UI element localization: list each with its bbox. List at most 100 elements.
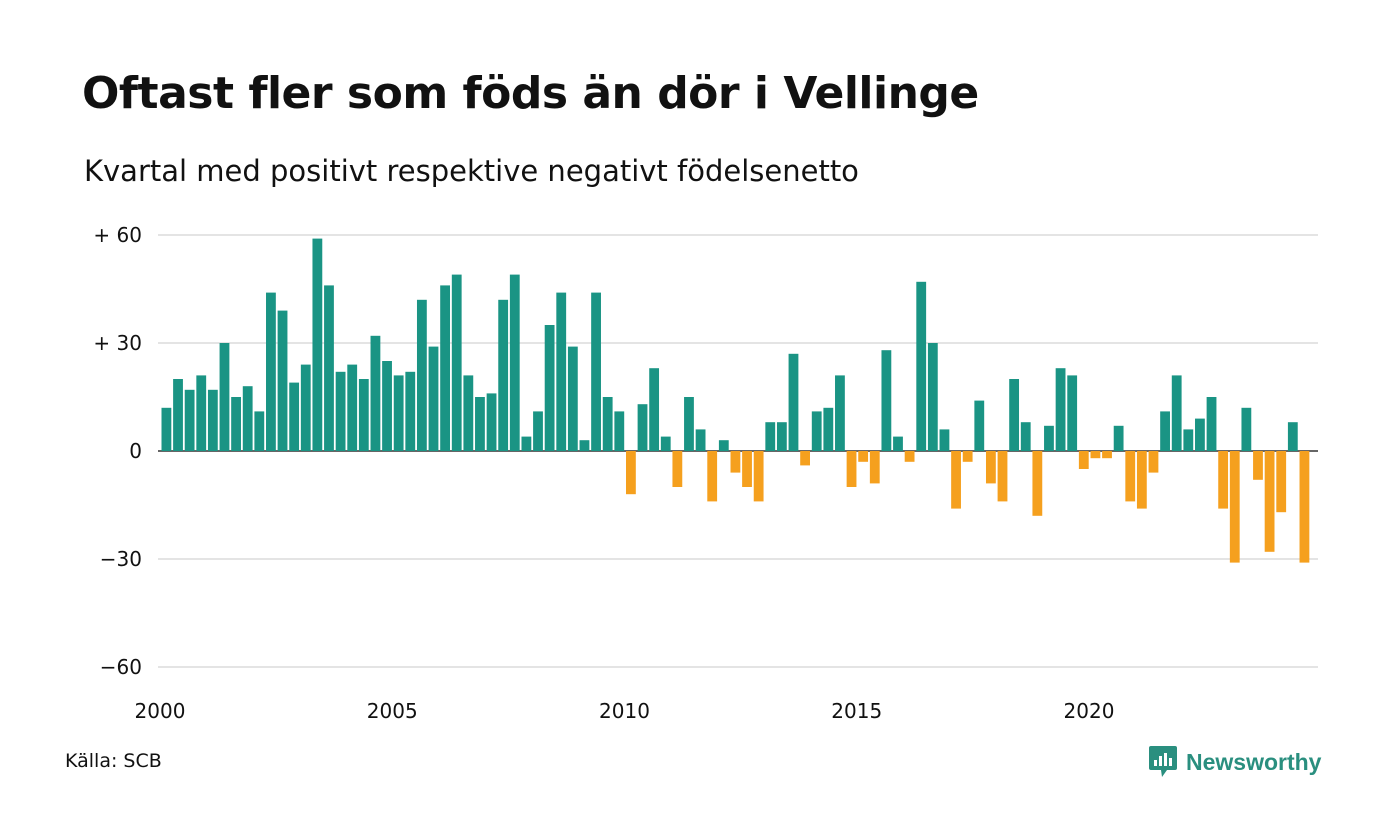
bar-positive [161,407,172,451]
bar-negative [1253,451,1263,480]
bar-positive [335,371,346,451]
bar-negative [1090,451,1101,459]
bar-positive [1160,411,1170,451]
bar-positive [405,371,416,451]
bar-negative [951,451,961,509]
y-tick-label: −60 [100,655,142,679]
bar-negative [962,451,973,462]
bar-positive [289,382,300,451]
bar-positive [533,411,543,451]
newsworthy-logo: Newsworthy [1148,745,1321,779]
x-tick-label: 2000 [135,699,186,723]
bar-negative [753,451,764,502]
bar-positive [1055,368,1066,451]
bar-positive [1287,422,1298,451]
bar-positive [567,346,578,451]
bar-negative [1102,451,1112,459]
bar-positive [347,364,358,451]
bar-positive [509,274,520,451]
bar-negative [1218,451,1229,509]
bar-positive [173,379,183,451]
bar-positive [463,375,474,451]
bar-positive [579,440,590,451]
bar-positive [1241,407,1252,451]
bar-positive [440,285,451,451]
bar-positive [544,325,555,451]
bar-positive [1009,379,1020,451]
bar-positive [300,364,311,451]
source-note: Källa: SCB [65,750,162,772]
bar-negative [1276,451,1287,513]
bar-negative [800,451,810,466]
bar-positive [835,375,845,451]
bar-positive [718,440,729,451]
bar-positive [312,238,323,451]
bar-negative [985,451,996,484]
bar-positive [266,292,276,451]
bar-positive [358,379,369,451]
bar-positive [393,375,404,451]
y-tick-label: −30 [100,547,142,571]
bar-negative [869,451,880,484]
bar-positive [591,292,601,451]
bar-negative [1229,451,1240,563]
bar-positive [695,429,706,451]
bar-positive [1113,425,1124,451]
bar-negative [1125,451,1136,502]
bar-negative [1264,451,1275,552]
bar-negative [858,451,869,462]
x-tick-label: 2020 [1064,699,1115,723]
bar-positive [184,389,195,451]
chart-subtitle: Kvartal med positivt respektive negativt… [84,154,859,188]
bar-positive [823,407,834,451]
bar-positive [428,346,439,451]
bar-positive [660,436,671,451]
bar-positive [416,299,427,451]
bar-positive [893,436,903,451]
bar-positive [475,397,485,451]
bar-negative [904,451,915,462]
bar-positive [927,343,938,451]
bar-positive [684,397,694,451]
bar-positive [788,353,799,451]
newsworthy-logo-icon [1149,746,1177,777]
y-tick-label: + 60 [93,223,142,247]
bar-negative [1032,451,1043,516]
bar-positive [382,361,392,451]
bar-positive [939,429,950,451]
bar-positive [614,411,625,451]
bar-positive [765,422,776,451]
bar-negative [730,451,741,473]
bar-positive [1020,422,1031,451]
y-tick-label: 0 [129,439,142,463]
bar-negative [1299,451,1310,563]
bar-negative [672,451,683,487]
bar-negative [707,451,718,502]
bar-positive [231,397,241,451]
bar-positive [1067,375,1078,451]
bar-positive [1206,397,1217,451]
bar-positive [196,375,207,451]
bar-positive [974,400,985,451]
bar-positive [486,393,497,451]
bar-positive [254,411,265,451]
x-tick-label: 2005 [367,699,418,723]
bar-positive [556,292,567,451]
bar-positive [277,310,288,451]
bar-positive [242,386,253,451]
bar-positive [498,299,509,451]
bar-positive [370,335,381,451]
bar-positive [1044,425,1054,451]
bar-positive [811,411,822,451]
bar-negative [1148,451,1159,473]
bar-negative [1078,451,1089,469]
bar-positive [207,389,218,451]
bar-positive [649,368,660,451]
bar-positive [1195,418,1205,451]
brand-name: Newsworthy [1186,748,1322,775]
bar-negative [742,451,752,487]
bar-positive [521,436,532,451]
bar-negative [846,451,857,487]
bar-positive [1171,375,1182,451]
